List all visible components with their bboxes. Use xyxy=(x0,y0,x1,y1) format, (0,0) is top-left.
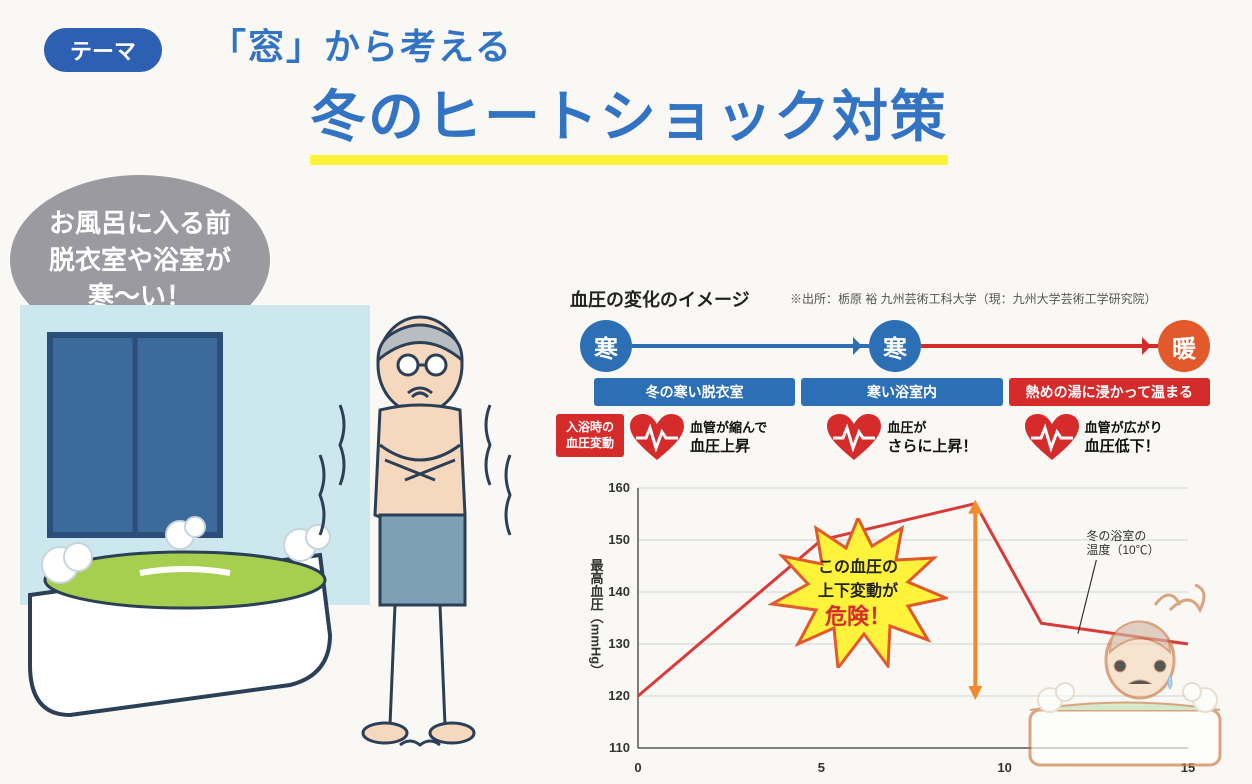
stage-label-2: 寒い浴室内 xyxy=(801,378,1002,406)
heart-block-3: 血管が広がり 血圧低下！ xyxy=(1019,414,1216,462)
burst-line-1: この血圧の xyxy=(818,559,898,576)
stage-circle-cold-1: 寒 xyxy=(580,320,632,372)
heart-main-3: 血圧低下！ xyxy=(1085,438,1160,455)
heart-text-2: 血圧が さらに上昇！ xyxy=(887,420,977,456)
burst-line-2: 上下変動が xyxy=(818,583,898,600)
bp-side-label: 入浴時の 血圧変動 xyxy=(556,414,624,457)
title-line-1: 「窓」から考える xyxy=(210,18,513,70)
heart-icon xyxy=(827,414,881,462)
heart-main-2: さらに上昇！ xyxy=(887,438,977,455)
theme-badge: テーマ xyxy=(44,28,162,72)
svg-text:10: 10 xyxy=(997,760,1011,775)
svg-text:160: 160 xyxy=(608,480,630,495)
heart-lead-3: 血管が広がり xyxy=(1085,420,1163,435)
danger-burst: この血圧の 上下変動が 危険！ xyxy=(768,518,948,668)
stage-label-1: 冬の寒い脱衣室 xyxy=(594,378,795,406)
heart-icon xyxy=(630,414,684,462)
heart-row: 入浴時の 血圧変動 血管が縮んで 血圧上昇 血圧が さらに上昇！ 血管が広がり … xyxy=(556,414,1216,462)
heart-lead-1: 血管が縮んで xyxy=(690,420,767,435)
arrow-red-icon xyxy=(921,344,1158,348)
heart-text-1: 血管が縮んで 血圧上昇 xyxy=(690,420,767,456)
svg-text:最高血圧（mmHg）: 最高血圧（mmHg） xyxy=(589,559,605,677)
chart-source: ※出所：栃原 裕 九州芸術工科大学（現：九州大学芸術工学研究院） xyxy=(790,290,1157,307)
heart-main-1: 血圧上昇 xyxy=(690,438,750,455)
svg-text:5: 5 xyxy=(818,760,825,775)
heart-text-3: 血管が広がり 血圧低下！ xyxy=(1085,420,1163,456)
svg-text:0: 0 xyxy=(634,760,641,775)
dizzy-bath-illustration xyxy=(1020,580,1230,770)
heart-icon xyxy=(1025,414,1079,462)
speech-bubble-text: お風呂に入る前 脱衣室や浴室が 寒～い！ xyxy=(49,205,231,314)
stage-circle-warm: 暖 xyxy=(1158,320,1210,372)
svg-text:110: 110 xyxy=(609,740,630,755)
svg-text:150: 150 xyxy=(608,532,630,547)
svg-text:120: 120 xyxy=(608,688,630,703)
stage-label-3: 熱めの湯に浸かって温まる xyxy=(1009,378,1210,406)
stage-flow: 寒 寒 暖 xyxy=(580,320,1210,372)
stage-labels: 冬の寒い脱衣室 寒い浴室内 熱めの湯に浸かって温まる xyxy=(594,378,1210,406)
stage-circle-cold-2: 寒 xyxy=(869,320,921,372)
svg-text:温度（10℃）: 温度（10℃） xyxy=(1086,542,1159,557)
svg-text:140: 140 xyxy=(608,584,630,599)
chart-title: 血圧の変化のイメージ xyxy=(570,286,750,312)
svg-text:130: 130 xyxy=(608,636,630,651)
title-line-2: 冬のヒートショック対策 xyxy=(310,72,948,165)
heart-block-1: 血管が縮んで 血圧上昇 xyxy=(624,414,821,462)
burst-line-3: 危険！ xyxy=(825,604,891,629)
heart-lead-2: 血圧が xyxy=(887,420,926,435)
bathroom-illustration xyxy=(20,305,560,765)
arrow-blue-icon xyxy=(632,344,869,348)
heart-block-2: 血圧が さらに上昇！ xyxy=(821,414,1018,462)
svg-text:冬の浴室の: 冬の浴室の xyxy=(1086,528,1146,543)
